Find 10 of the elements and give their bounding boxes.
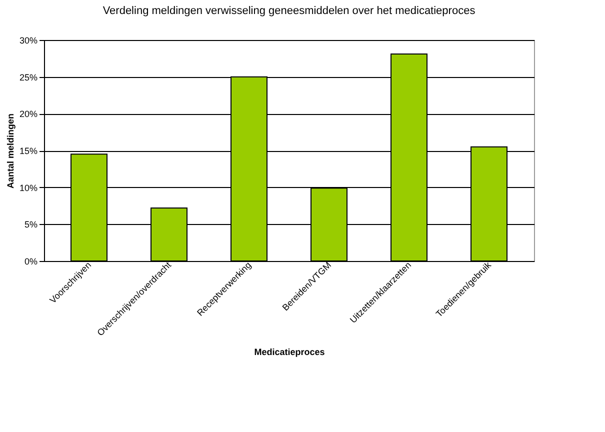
y-axis-title: Aantal meldingen bbox=[5, 113, 16, 189]
y-tick-label: 20% bbox=[19, 109, 38, 120]
y-tick-label: 10% bbox=[19, 182, 38, 193]
x-axis-title: Medicatieproces bbox=[254, 346, 325, 357]
y-tick-label: 5% bbox=[24, 220, 38, 230]
y-tick-label: 15% bbox=[19, 146, 38, 156]
y-tick-label: 0% bbox=[24, 256, 38, 266]
y-tick-label: 30% bbox=[19, 36, 38, 46]
y-tick-label: 25% bbox=[19, 72, 38, 82]
chart-title: Verdeling meldingen verwisseling geneesmiddelen over het medicatieproces bbox=[102, 5, 476, 17]
